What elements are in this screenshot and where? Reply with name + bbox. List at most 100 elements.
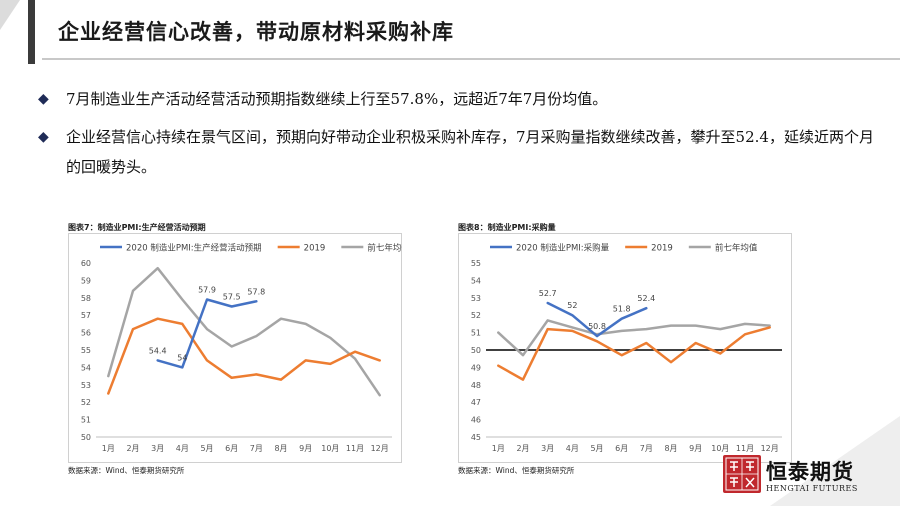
y-tick-label: 60 [81, 259, 91, 268]
x-tick-label: 2月 [516, 444, 529, 453]
data-point [181, 298, 184, 301]
series-line [107, 266, 381, 397]
data-label: 52.4 [637, 294, 655, 303]
y-tick-label: 51 [471, 329, 481, 338]
y-tick-label: 54 [81, 363, 91, 372]
data-point [304, 359, 307, 362]
diamond-bullet-icon: ◆ [38, 91, 49, 107]
data-point [546, 302, 549, 304]
data-label: 57.8 [247, 287, 265, 296]
data-point [522, 378, 524, 381]
data-point [230, 345, 233, 348]
chart-caption: 图表7：制造业PMI:生产经营活动预期 [68, 223, 206, 232]
data-point [132, 328, 134, 330]
y-tick-label: 50 [471, 346, 481, 355]
data-point [156, 317, 159, 320]
data-point [156, 359, 159, 362]
chart-source: 数据来源：Wind、恒泰期货研究所 [458, 466, 575, 475]
corner-decoration [770, 416, 900, 506]
data-point [768, 324, 771, 327]
logo-seal-icon [723, 455, 761, 493]
data-point [571, 330, 574, 332]
data-point [354, 357, 356, 360]
x-tick-label: 11月 [736, 444, 754, 453]
data-point [280, 317, 282, 320]
logo-name: 恒泰期货 [766, 460, 854, 484]
data-point [645, 328, 648, 330]
y-tick-label: 48 [471, 381, 481, 390]
data-point [670, 324, 672, 327]
legend-label: 前七年均值 [367, 243, 402, 254]
data-point [522, 354, 524, 357]
data-point [571, 326, 574, 329]
x-tick-label: 4月 [176, 444, 189, 453]
data-point [546, 328, 549, 330]
bullet-text: 企业经营信心持续在景气区间，预期向好带动企业积极采购补库存，7月采购量指数继续改… [66, 128, 874, 176]
series-line [497, 326, 771, 381]
data-label: 54 [177, 353, 187, 362]
x-tick-label: 6月 [615, 444, 628, 453]
data-label: 51.8 [613, 305, 631, 314]
bullet-text: 7月制造业生产活动经营活动预期指数继续上行至57.8%，远超近7年7月份均值。 [66, 90, 608, 108]
data-point [255, 373, 258, 376]
chart-caption: 图表8：制造业PMI:采购量 [458, 223, 556, 232]
data-point [255, 300, 258, 303]
data-point [378, 394, 381, 397]
y-tick-label: 53 [471, 294, 481, 303]
data-point [181, 323, 184, 325]
data-point [744, 333, 746, 336]
data-label: 57.9 [198, 286, 216, 295]
data-point [719, 352, 722, 355]
legend-label: 2020 制造业PMI:生产经营活动预期 [126, 243, 262, 254]
data-point [132, 290, 134, 292]
data-point [620, 354, 623, 357]
title-divider [42, 58, 900, 60]
data-point [255, 335, 258, 337]
x-tick-label: 4月 [566, 444, 579, 453]
data-point [546, 319, 549, 322]
x-tick-label: 8月 [664, 444, 677, 453]
data-point [620, 317, 623, 320]
y-tick-label: 47 [471, 398, 481, 407]
data-point [206, 298, 208, 301]
x-tick-label: 5月 [200, 444, 213, 453]
x-tick-label: 12月 [761, 444, 779, 453]
series-line [107, 317, 381, 395]
data-point [107, 375, 110, 377]
x-tick-label: 11月 [346, 444, 364, 453]
x-tick-label: 7月 [250, 444, 263, 453]
data-point [620, 330, 623, 332]
data-point [181, 366, 184, 369]
data-point [230, 377, 233, 379]
x-tick-label: 10月 [711, 444, 729, 453]
x-tick-label: 1月 [102, 444, 115, 453]
data-point [497, 364, 500, 367]
bullet-list: ◆ 7月制造业生产活动经营活动预期指数继续上行至57.8%，远超近7年7月份均值… [38, 84, 878, 182]
title-accent-bar [28, 0, 35, 64]
y-tick-label: 59 [81, 276, 91, 285]
chart-frame [68, 233, 402, 463]
y-tick-label: 53 [81, 381, 91, 390]
data-point [670, 361, 672, 363]
bullet-item: ◆ 企业经营信心持续在景气区间，预期向好带动企业积极采购补库存，7月采购量指数继… [38, 122, 878, 182]
diamond-bullet-icon: ◆ [38, 129, 49, 145]
data-point [694, 324, 697, 327]
bullet-item: ◆ 7月制造业生产活动经营活动预期指数继续上行至57.8%，远超近7年7月份均值… [38, 84, 878, 114]
y-tick-label: 52 [81, 398, 91, 407]
x-tick-label: 9月 [689, 444, 702, 453]
data-point [645, 307, 648, 310]
data-point [329, 337, 332, 339]
y-tick-label: 54 [471, 276, 481, 285]
data-point [694, 342, 697, 344]
data-label: 57.5 [223, 293, 241, 302]
y-tick-label: 57 [81, 311, 91, 320]
y-tick-label: 51 [81, 416, 91, 425]
data-point [230, 305, 233, 308]
chart-frame [458, 233, 792, 463]
data-point [378, 359, 381, 362]
data-point [596, 335, 598, 337]
data-point [719, 328, 722, 330]
data-point [571, 314, 574, 316]
data-point [354, 350, 356, 353]
series-line [497, 319, 771, 357]
